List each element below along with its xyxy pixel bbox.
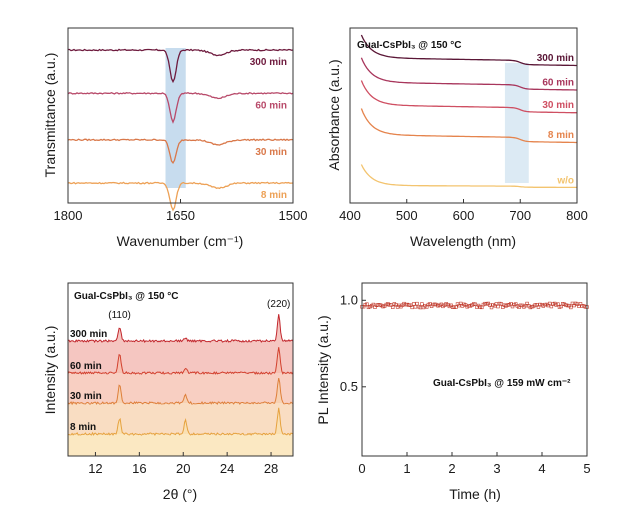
pl-data-points xyxy=(360,301,589,310)
x-tick-label: 700 xyxy=(509,208,531,223)
uvvis-series-lines xyxy=(360,34,577,189)
pl-point xyxy=(365,302,369,306)
xrd-fill-60min xyxy=(68,347,293,403)
ftir-series-label: 8 min xyxy=(261,190,287,201)
pl-point xyxy=(499,302,503,306)
xrd-peak-label: (110) xyxy=(108,310,131,321)
xrd-series-label: 300 min xyxy=(70,329,107,340)
xrd-series-label: 30 min xyxy=(70,391,102,402)
x-tick-label: 24 xyxy=(220,461,234,476)
xrd-line-300min xyxy=(67,314,294,344)
panel-ftir: 300 min 60 min 30 min 8 min 1800 1650 1500 Wa… xyxy=(42,27,308,249)
pl-point xyxy=(569,305,573,310)
x-tick-label: 28 xyxy=(264,461,278,476)
uvvis-series-label: 8 min xyxy=(548,130,574,141)
xrd-fill-30min xyxy=(68,378,293,434)
uvvis-series-label: 30 min xyxy=(542,100,574,111)
ftir-series-label: 60 min xyxy=(255,100,287,111)
xrd-title: GuaI-CsPbI₃ @ 150 °C xyxy=(74,291,179,302)
pl-point xyxy=(410,305,414,310)
ftir-line-300min xyxy=(68,48,294,84)
x-tick-label: 3 xyxy=(493,461,500,476)
xrd-line-60min xyxy=(67,347,294,375)
uvvis-series-labels: 300 min 60 min 30 min 8 min w/o xyxy=(537,53,574,187)
pl-point xyxy=(418,305,422,310)
xrd-peak-labels: (110) (220) xyxy=(108,299,290,321)
x-tick-label: 20 xyxy=(176,461,190,476)
x-tick-label: 16 xyxy=(132,461,146,476)
pl-point xyxy=(415,301,419,306)
xrd-peak-label: (220) xyxy=(267,299,290,310)
x-tick-label: 400 xyxy=(339,208,361,223)
ftir-highlight-band xyxy=(165,48,186,188)
uvvis-y-axis-label: Absorbance (a.u.) xyxy=(326,59,342,170)
x-tick-label: 0 xyxy=(358,461,365,476)
y-tick-label: 0.5 xyxy=(340,379,358,394)
xrd-fill-300min xyxy=(68,314,293,373)
ftir-line-8min xyxy=(67,181,294,212)
pl-plot-frame xyxy=(361,282,588,457)
x-tick-label: 2 xyxy=(448,461,455,476)
y-tick-label: 1.0 xyxy=(340,292,358,307)
x-tick-label: 1 xyxy=(403,461,410,476)
xrd-x-axis-label: 2θ (°) xyxy=(163,486,197,502)
panel-pl-stability: GuaI-CsPbI₃ @ 159 mW cm⁻² 0 1 2 3 4 5 1.0 0.5 T… xyxy=(315,282,591,502)
panel-uvvis: 300 min 60 min 30 min 8 min w/o GuaI-CsPbI₃ … xyxy=(326,27,588,249)
uvvis-title: GuaI-CsPbI₃ @ 150 °C xyxy=(357,40,462,51)
uvvis-line-60min xyxy=(360,57,577,91)
pl-point xyxy=(412,302,416,306)
ftir-x-ticks: 1800 1650 1500 xyxy=(54,199,308,223)
uvvis-x-ticks: 400 500 600 700 800 xyxy=(339,199,588,223)
ftir-line-30min xyxy=(67,138,294,165)
panel-xrd: 300 min 60 min 30 min 8 min GuaI-CsPbI₃ @ 1… xyxy=(42,282,294,502)
uvvis-x-axis-label: Wavelength (nm) xyxy=(410,233,516,249)
uvvis-series-label: 60 min xyxy=(542,77,574,88)
ftir-series-label: 30 min xyxy=(255,147,287,158)
uvvis-series-label: w/o xyxy=(556,175,574,186)
x-tick-label: 4 xyxy=(538,461,545,476)
pl-point xyxy=(413,305,418,309)
pl-point xyxy=(420,302,424,306)
x-tick-label: 1500 xyxy=(279,208,308,223)
x-tick-label: 600 xyxy=(453,208,475,223)
uvvis-line-8min xyxy=(360,108,577,144)
ftir-x-axis-label: Wavenumber (cm⁻¹) xyxy=(117,233,244,249)
x-tick-label: 5 xyxy=(583,461,590,476)
uvvis-line-30min xyxy=(360,80,577,114)
ftir-series-label: 300 min xyxy=(250,57,287,68)
ftir-series-labels: 300 min 60 min 30 min 8 min xyxy=(250,57,287,201)
pl-axis-ticks: 0 1 2 3 4 5 1.0 0.5 xyxy=(340,292,591,476)
uvvis-line-wo xyxy=(360,164,577,189)
x-tick-label: 1800 xyxy=(54,208,83,223)
xrd-line-8min xyxy=(67,407,294,436)
uvvis-highlight-band xyxy=(504,63,529,183)
pl-point xyxy=(391,305,395,309)
x-tick-label: 500 xyxy=(396,208,418,223)
uvvis-series-label: 300 min xyxy=(537,53,574,64)
xrd-fill-8min xyxy=(68,407,293,456)
xrd-series-labels: 300 min 60 min 30 min 8 min xyxy=(70,329,107,433)
xrd-y-axis-label: Intensity (a.u.) xyxy=(42,326,58,415)
xrd-series-label: 60 min xyxy=(70,361,102,372)
xrd-plot-frame xyxy=(67,282,294,457)
ftir-series-lines xyxy=(67,48,294,212)
xrd-line-30min xyxy=(67,377,294,406)
xrd-series-label: 8 min xyxy=(70,422,96,433)
xrd-x-ticks: 12 16 20 24 28 xyxy=(88,452,278,476)
x-tick-label: 800 xyxy=(566,208,588,223)
x-tick-label: 1650 xyxy=(166,208,195,223)
pl-annotation: GuaI-CsPbI₃ @ 159 mW cm⁻² xyxy=(433,378,571,389)
ftir-y-axis-label: Transmittance (a.u.) xyxy=(42,53,58,178)
pl-y-axis-label: PL Intensity (a.u.) xyxy=(315,315,331,424)
ftir-line-60min xyxy=(67,91,294,124)
uvvis-line-300min xyxy=(360,34,577,67)
x-tick-label: 12 xyxy=(88,461,102,476)
xrd-series-areas xyxy=(67,314,294,456)
pl-x-axis-label: Time (h) xyxy=(449,486,501,502)
